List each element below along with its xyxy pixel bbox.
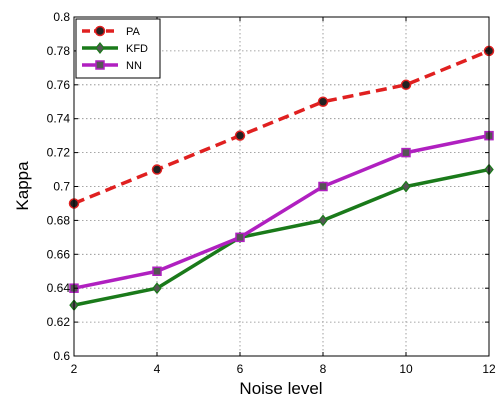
- data-point-nn: [318, 181, 328, 192]
- x-tick-label: 2: [71, 362, 78, 376]
- series-line-nn: [73, 133, 490, 290]
- legend-label-nn: NN: [126, 60, 142, 72]
- y-tick-label: 0.68: [47, 213, 71, 227]
- y-axis-label: Kappa: [13, 161, 32, 211]
- data-point-pa: [234, 130, 246, 141]
- y-tick-label: 0.62: [47, 315, 71, 329]
- data-point-kfd: [152, 282, 162, 295]
- data-point-nn: [152, 266, 162, 276]
- x-tick-label: 6: [237, 362, 244, 376]
- x-tick-label: 12: [482, 362, 496, 376]
- legend-item-pa: PA: [82, 25, 141, 38]
- y-tick-label: 0.76: [47, 78, 71, 92]
- series-line-kfd: [73, 167, 490, 307]
- legend-item-nn: NN: [82, 60, 142, 72]
- x-axis-ticks: 2 4 6 8 10 12: [71, 17, 496, 376]
- data-point-kfd: [401, 180, 411, 193]
- data-point-nn: [235, 232, 245, 243]
- y-axis-ticks: 0.6 0.62 0.64 0.66 0.68 0.7 0.72 0.74 0.76 0.78 0.…: [47, 10, 489, 363]
- legend-item-kfd: KFD: [82, 42, 148, 55]
- y-tick-label: 0.72: [47, 146, 71, 160]
- data-point-pa: [151, 164, 163, 175]
- y-tick-label: 0.64: [47, 281, 71, 295]
- y-tick-label: 0.78: [47, 44, 71, 58]
- x-tick-label: 4: [154, 362, 161, 376]
- data-point-pa: [400, 79, 412, 91]
- legend-marker-nn: [95, 60, 105, 70]
- legend-marker-pa: [94, 25, 106, 37]
- legend: PA KFD NN: [75, 18, 161, 79]
- y-tick-label: 0.74: [47, 112, 71, 126]
- y-tick-label: 0.8: [53, 10, 70, 24]
- x-tick-label: 10: [399, 362, 413, 376]
- legend-label-pa: PA: [126, 26, 141, 38]
- x-tick-label: 8: [320, 362, 327, 376]
- data-point-kfd: [318, 214, 328, 227]
- y-tick-label: 0.66: [47, 247, 71, 261]
- data-point-pa: [317, 96, 329, 107]
- series-line-pa: [73, 49, 490, 206]
- y-tick-label: 0.6: [53, 349, 70, 363]
- legend-label-kfd: KFD: [126, 43, 148, 55]
- data-point-nn: [401, 147, 411, 158]
- legend-marker-kfd: [95, 42, 105, 54]
- series-layer: [68, 45, 495, 312]
- y-tick-label: 0.7: [53, 180, 70, 194]
- x-axis-label: Noise level: [239, 379, 322, 398]
